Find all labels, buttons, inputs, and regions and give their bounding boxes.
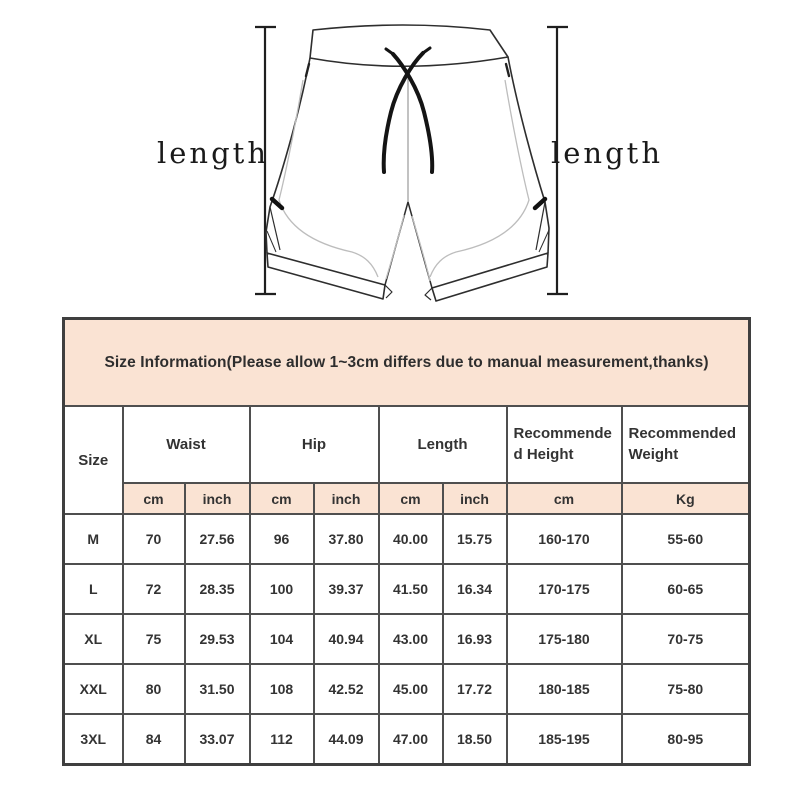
length-inch-value: 16.93 (441, 613, 508, 665)
size-row-xl: XL 75 29.53 104 40.94 43.00 16.93 175-18… (62, 613, 751, 665)
waist-cm-value: 75 (121, 613, 186, 665)
length-cm-value: 45.00 (377, 663, 444, 715)
length-cm-value: 40.00 (377, 513, 444, 565)
size-row-3xl: 3XL 84 33.07 112 44.09 47.00 18.50 185-1… (62, 713, 751, 766)
hip-inch-value: 40.94 (312, 613, 380, 665)
drawstring (381, 46, 435, 174)
unit-waist-inch: inch (183, 482, 251, 515)
col-header-recommended-height: Recommended Height (505, 405, 623, 484)
height-range-value: 170-175 (505, 563, 623, 615)
size-label: L (62, 563, 124, 615)
height-range-value: 185-195 (505, 713, 623, 766)
length-inch-value: 18.50 (441, 713, 508, 766)
col-header-recommended-weight: Recommended Weight (620, 405, 751, 484)
shorts-size-diagram: length length (0, 0, 800, 312)
col-header-waist: Waist (121, 405, 251, 484)
size-label: 3XL (62, 713, 124, 766)
col-header-size: Size (62, 405, 124, 515)
shorts-illustration: length length (157, 24, 663, 302)
hip-inch-value: 37.80 (312, 513, 380, 565)
col-header-length: Length (377, 405, 508, 484)
hip-inch-value: 39.37 (312, 563, 380, 615)
height-range-value: 160-170 (505, 513, 623, 565)
hip-notch-marks (269, 196, 548, 211)
hip-cm-value: 100 (248, 563, 315, 615)
length-cm-value: 47.00 (377, 713, 444, 766)
unit-height-cm: cm (505, 482, 623, 515)
hem-band-left (266, 252, 386, 300)
table-title: Size Information(Please allow 1~3cm diff… (62, 317, 751, 407)
size-row-m: M 70 27.56 96 37.80 40.00 15.75 160-170 … (62, 513, 751, 565)
size-row-xxl: XXL 80 31.50 108 42.52 45.00 17.72 180-1… (62, 663, 751, 715)
unit-hip-cm: cm (248, 482, 315, 515)
hip-inch-value: 42.52 (312, 663, 380, 715)
hip-cm-value: 108 (248, 663, 315, 715)
liner-lines (278, 79, 530, 282)
waist-cm-value: 84 (121, 713, 186, 766)
pocket-slit-marks (304, 62, 511, 78)
unit-weight-kg: Kg (620, 482, 751, 515)
col-header-hip: Hip (248, 405, 380, 484)
waist-inch-value: 33.07 (183, 713, 251, 766)
length-measure-line-left (255, 25, 276, 296)
size-table: Size Information(Please allow 1~3cm diff… (62, 317, 752, 766)
table-title-row: Size Information(Please allow 1~3cm diff… (62, 317, 751, 407)
length-inch-value: 17.72 (441, 663, 508, 715)
unit-hip-inch: inch (312, 482, 380, 515)
waistband (309, 24, 509, 68)
size-row-l: L 72 28.35 100 39.37 41.50 16.34 170-175… (62, 563, 751, 615)
length-measure-line-right (547, 25, 568, 296)
waist-inch-value: 27.56 (183, 513, 251, 565)
size-label: XL (62, 613, 124, 665)
unit-waist-cm: cm (121, 482, 186, 515)
length-inch-value: 15.75 (441, 513, 508, 565)
length-label-left: length (157, 136, 269, 170)
weight-range-value: 70-75 (620, 613, 751, 665)
waist-inch-value: 31.50 (183, 663, 251, 715)
shorts-outline (265, 24, 550, 302)
weight-range-value: 75-80 (620, 663, 751, 715)
length-inch-value: 16.34 (441, 563, 508, 615)
unit-length-cm: cm (377, 482, 444, 515)
waist-inch-value: 28.35 (183, 563, 251, 615)
waist-inch-value: 29.53 (183, 613, 251, 665)
size-label: M (62, 513, 124, 565)
hip-cm-value: 96 (248, 513, 315, 565)
waist-cm-value: 70 (121, 513, 186, 565)
height-range-value: 180-185 (505, 663, 623, 715)
weight-range-value: 60-65 (620, 563, 751, 615)
column-group-header-row: Size Waist Hip Length Recommended Height… (62, 405, 751, 515)
length-cm-value: 43.00 (377, 613, 444, 665)
unit-header-row: cm inch cm inch cm inch cm Kg (64, 482, 751, 515)
size-table-section: Size Information(Please allow 1~3cm diff… (62, 317, 752, 766)
length-cm-value: 41.50 (377, 563, 444, 615)
waist-cm-value: 80 (121, 663, 186, 715)
hem-band-right (431, 252, 549, 302)
hip-cm-value: 104 (248, 613, 315, 665)
size-label: XXL (62, 663, 124, 715)
weight-range-value: 80-95 (620, 713, 751, 766)
waist-cm-value: 72 (121, 563, 186, 615)
weight-range-value: 55-60 (620, 513, 751, 565)
height-range-value: 175-180 (505, 613, 623, 665)
hip-cm-value: 112 (248, 713, 315, 766)
length-label-right: length (551, 136, 663, 170)
hip-inch-value: 44.09 (312, 713, 380, 766)
unit-length-inch: inch (441, 482, 508, 515)
